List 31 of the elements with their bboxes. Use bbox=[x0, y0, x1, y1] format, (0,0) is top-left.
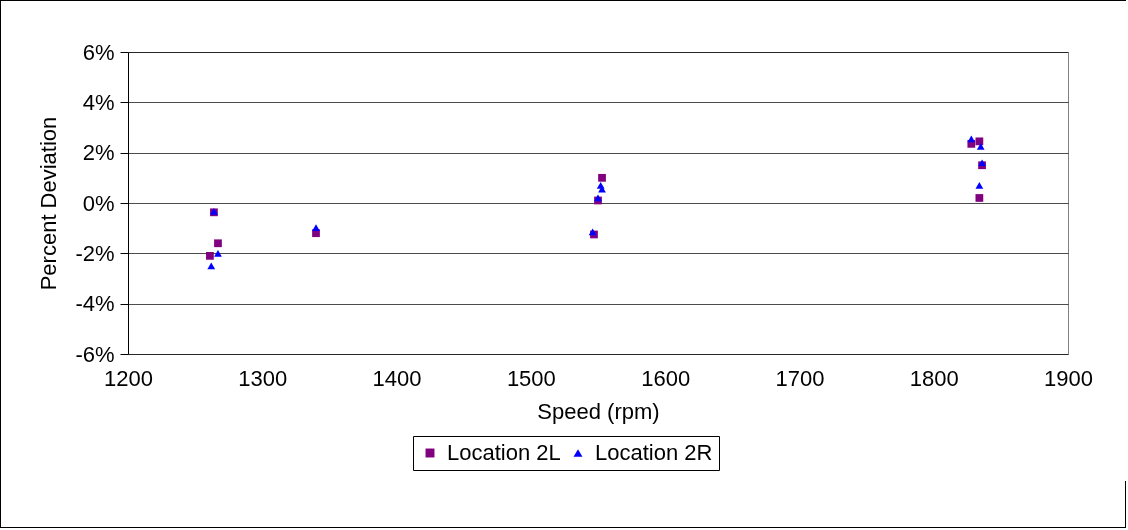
x-tick-label: 1700 bbox=[775, 365, 825, 391]
y-tick-label: 2% bbox=[82, 140, 115, 166]
point bbox=[967, 135, 976, 143]
y-tick-label: 6% bbox=[82, 39, 115, 65]
point bbox=[975, 194, 984, 202]
y-tick-label: 4% bbox=[82, 89, 115, 115]
legend-label: Location 2L bbox=[447, 440, 561, 465]
point bbox=[976, 143, 985, 150]
point bbox=[214, 239, 222, 248]
point bbox=[598, 173, 606, 182]
x-tick-label: 1600 bbox=[641, 365, 691, 391]
point bbox=[206, 251, 214, 260]
x-tick-label: 1800 bbox=[909, 365, 959, 391]
point bbox=[207, 262, 216, 270]
y-axis-title: Percent Deviation bbox=[36, 116, 62, 291]
point bbox=[596, 182, 605, 189]
x-tick-label: 1500 bbox=[506, 365, 556, 391]
point bbox=[975, 137, 984, 146]
x-tick-label: 1900 bbox=[1044, 365, 1093, 391]
y-tick-label: 0% bbox=[82, 190, 115, 216]
x-tick-label: 1200 bbox=[104, 365, 153, 391]
y-tick-label: -6% bbox=[75, 341, 115, 367]
legend-label: Location 2R bbox=[595, 440, 713, 465]
point bbox=[312, 224, 320, 232]
x-tick-label: 1300 bbox=[238, 365, 288, 391]
y-tick-label: -4% bbox=[75, 291, 115, 317]
x-tick-label: 1400 bbox=[372, 365, 422, 391]
x-axis-title: Speed (rpm) bbox=[537, 398, 660, 424]
y-tick-label: -2% bbox=[75, 240, 115, 266]
point bbox=[214, 249, 222, 257]
point bbox=[975, 182, 984, 189]
